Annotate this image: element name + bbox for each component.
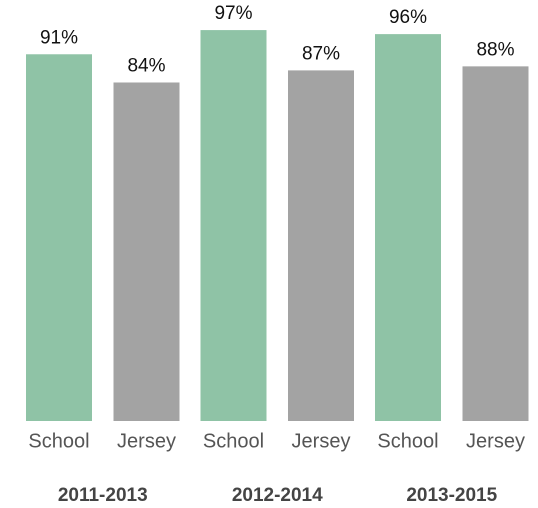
series-label: School (377, 430, 438, 452)
value-label: 88% (476, 39, 514, 60)
group-label: 2011-2013 (58, 485, 148, 506)
value-label: 91% (40, 27, 78, 48)
bar (462, 66, 529, 422)
series-label: Jersey (292, 430, 351, 452)
series-label: Jersey (117, 430, 176, 452)
bar (375, 34, 441, 422)
value-label: 84% (127, 55, 165, 76)
bar (26, 54, 92, 422)
bar (200, 30, 267, 422)
value-label: 96% (389, 7, 427, 28)
value-label: 87% (302, 43, 340, 64)
series-label: School (203, 430, 264, 452)
series-label: School (28, 430, 89, 452)
group-label: 2013-2015 (406, 485, 497, 506)
bar (113, 82, 180, 421)
bar (288, 70, 354, 421)
value-label: 97% (214, 3, 252, 24)
group-label: 2012-2014 (232, 485, 323, 506)
series-label: Jersey (466, 430, 525, 452)
